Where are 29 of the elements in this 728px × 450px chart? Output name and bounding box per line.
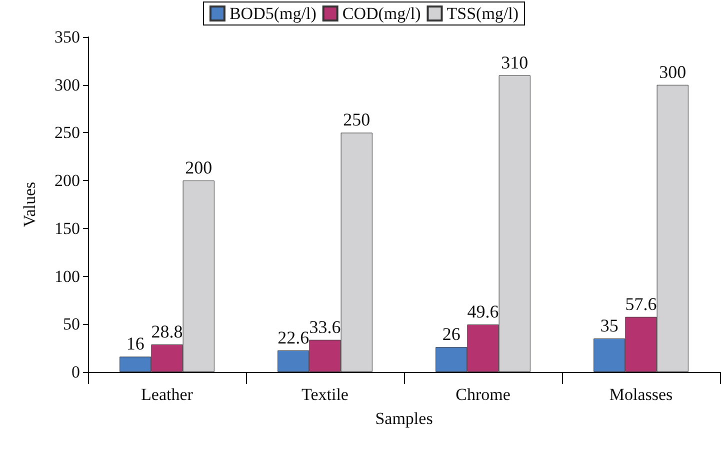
data-label: 57.6 xyxy=(625,294,657,314)
data-label: 250 xyxy=(343,110,370,130)
y-tick-label: 200 xyxy=(54,171,80,190)
data-label: 28.8 xyxy=(151,321,183,342)
x-tick-label: Leather xyxy=(141,385,194,404)
x-tick-label: Molasses xyxy=(609,385,673,404)
y-tick-label: 0 xyxy=(72,362,80,382)
x-tick-label: Textile xyxy=(302,385,348,404)
x-axis-title: Samples xyxy=(375,409,433,428)
data-label: 300 xyxy=(659,62,686,82)
y-tick-label: 100 xyxy=(54,266,80,286)
data-label: 310 xyxy=(501,52,528,72)
legend-label: BOD5(mg/l) xyxy=(229,4,316,23)
y-axis-title: Values xyxy=(20,182,39,228)
data-label: 33.6 xyxy=(309,316,341,337)
data-label: 22.6 xyxy=(278,327,310,348)
data-label: 49.6 xyxy=(467,302,499,322)
y-tick-label: 50 xyxy=(63,314,80,334)
y-tick-label: 250 xyxy=(54,123,80,142)
data-label: 26 xyxy=(442,324,460,344)
y-tick-label: 300 xyxy=(54,75,80,94)
y-tick-label: 350 xyxy=(54,28,80,46)
legend-label: TSS(mg/l) xyxy=(446,4,519,23)
data-label: 16 xyxy=(126,334,144,354)
x-tick-label: Chrome xyxy=(456,385,510,404)
data-label: 35 xyxy=(600,316,618,336)
legend-label: COD(mg/l) xyxy=(342,4,421,23)
y-tick-label: 150 xyxy=(54,218,80,238)
data-label: 200 xyxy=(185,158,212,178)
